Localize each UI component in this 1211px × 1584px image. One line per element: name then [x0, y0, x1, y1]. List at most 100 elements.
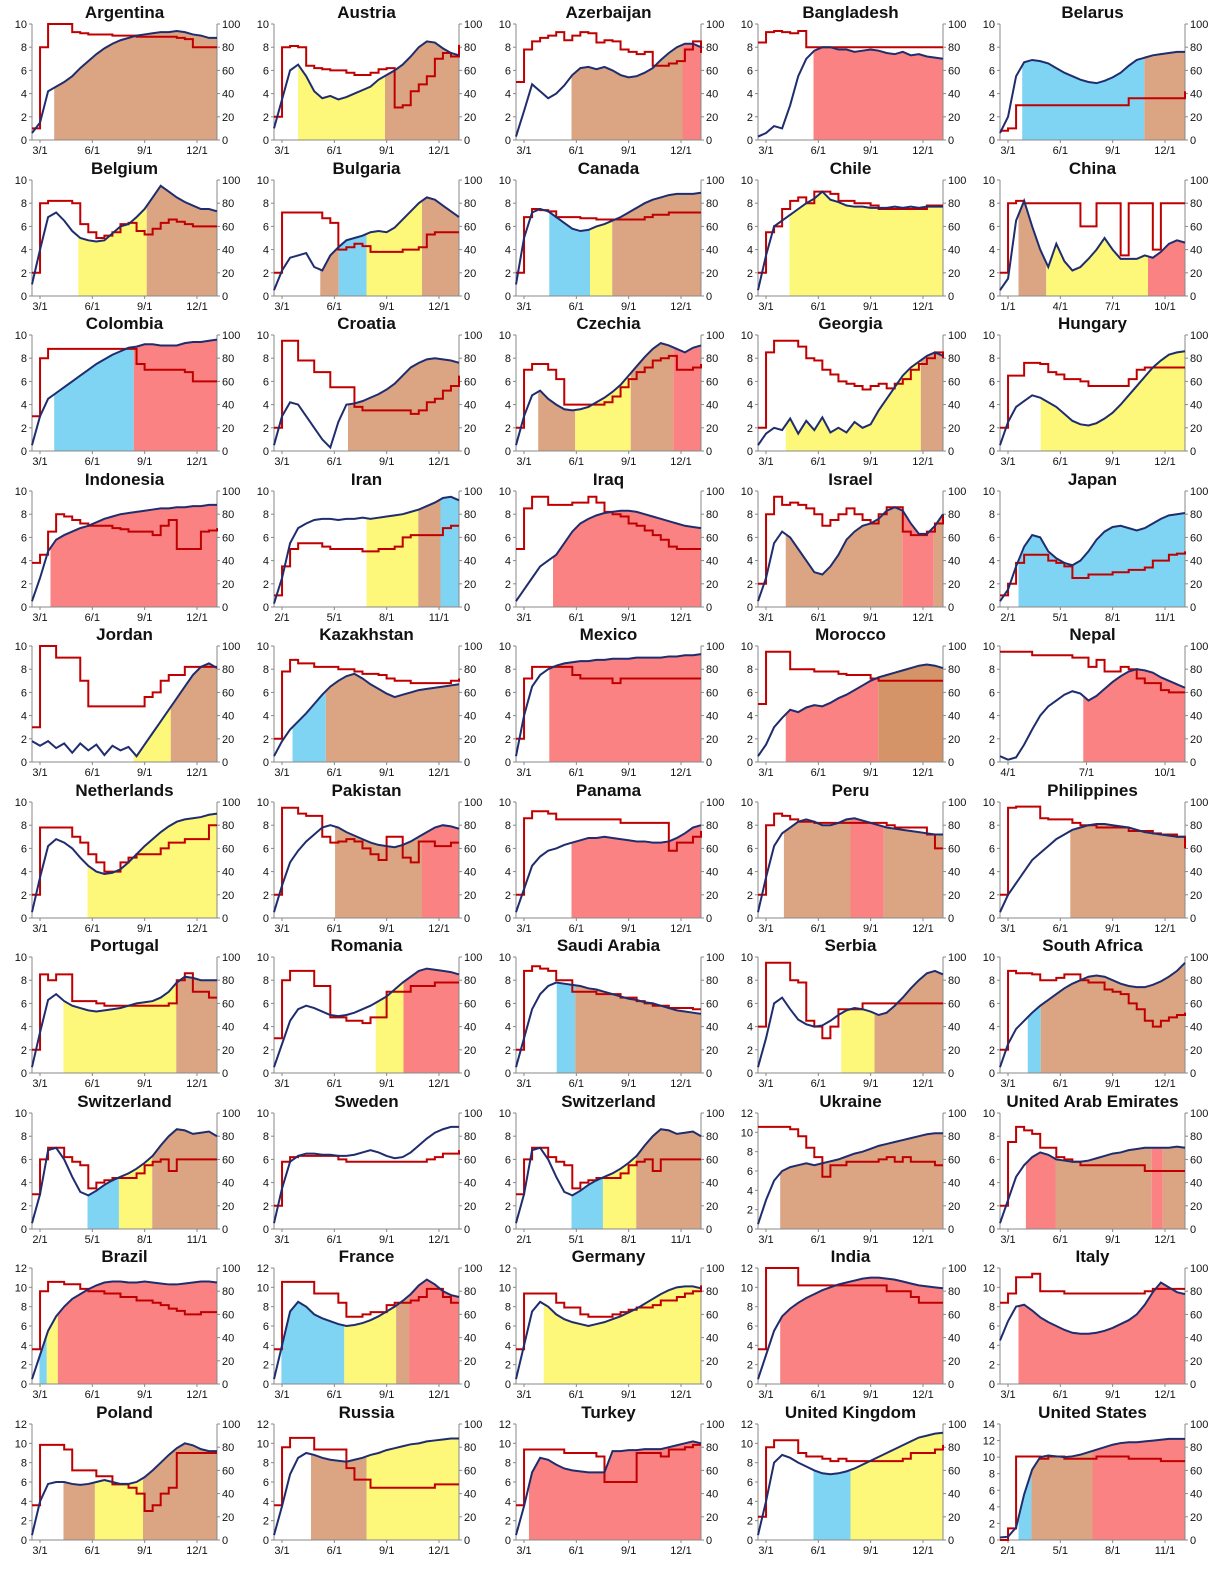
x-tick-label: 6/1 — [1053, 145, 1068, 157]
y-left-tick-label: 4 — [505, 1340, 511, 1352]
region-yellow — [46, 1314, 58, 1384]
chart-title: Switzerland — [561, 1092, 655, 1111]
series-left-line — [999, 668, 1186, 761]
series-right-line — [274, 1436, 459, 1506]
y-right-tick-label: 20 — [222, 889, 234, 901]
x-tick-label: 5/1 — [327, 612, 342, 624]
y-left-tick-label: 10 — [499, 330, 511, 342]
region-brown — [1070, 823, 1185, 918]
y-right-tick-label: 40 — [464, 244, 476, 256]
x-tick-label: 12/1 — [186, 612, 207, 624]
region-brown — [630, 343, 674, 451]
y-left-tick-label: 8 — [505, 975, 511, 987]
y-right-tick-label: 20 — [1190, 423, 1202, 435]
y-right-tick-label: 0 — [1190, 1379, 1196, 1391]
x-tick-label: 9/1 — [379, 767, 394, 779]
y-right-tick-label: 100 — [222, 797, 240, 809]
series-right-line — [516, 31, 702, 83]
x-tick-label: 9/1 — [1105, 923, 1120, 935]
chart-title: Sweden — [334, 1092, 398, 1111]
series-left-line — [757, 969, 944, 1068]
x-tick-label: 3/1 — [516, 301, 531, 313]
region-red — [1025, 1151, 1056, 1229]
y-left-tick-label: 2 — [505, 1045, 511, 1057]
y-right-tick-label: 20 — [222, 423, 234, 435]
x-tick-label: 2/1 — [516, 1234, 531, 1246]
region-brown — [325, 673, 459, 762]
y-left-tick-label: 0 — [747, 446, 753, 458]
y-left-tick-label: 0 — [21, 1379, 27, 1391]
y-right-tick-label: 80 — [706, 353, 718, 365]
y-left-tick-label: 2 — [21, 267, 27, 279]
y-left-tick-label: 4 — [747, 1496, 753, 1508]
y-right-tick-label: 0 — [948, 1535, 954, 1547]
y-left-tick-label: 6 — [21, 998, 27, 1010]
y-left-tick-label: 10 — [499, 1282, 511, 1294]
x-tick-label: 9/1 — [621, 612, 636, 624]
x-tick-label: 9/1 — [137, 1389, 152, 1401]
x-tick-label: 3/1 — [758, 767, 773, 779]
x-tick-label: 6/1 — [327, 1234, 342, 1246]
y-left-tick-label: 2 — [989, 734, 995, 746]
region-brown — [1018, 200, 1047, 296]
y-left-tick-label: 2 — [21, 112, 27, 124]
y-right-tick-label: 100 — [948, 952, 966, 964]
region-red — [50, 504, 217, 607]
y-right-tick-label: 40 — [948, 711, 960, 723]
y-left-tick-label: 10 — [741, 19, 753, 31]
y-left-tick-label: 0 — [989, 446, 995, 458]
y-left-tick-label: 2 — [989, 889, 995, 901]
region-blue — [1018, 1471, 1032, 1540]
region-red — [682, 43, 701, 140]
y-left-tick-label: 8 — [747, 509, 753, 521]
y-left-tick-label: 4 — [505, 89, 511, 101]
x-tick-label: 6/1 — [811, 612, 826, 624]
y-left-tick-label: 12 — [15, 1419, 27, 1431]
chart-svg: 0 2 4 6 8 10 12 0 20 40 60 80 100 3/1 6/1 9/1 12/1 Russia — [257, 1403, 483, 1557]
y-right-tick-label: 100 — [464, 797, 482, 809]
y-left-tick-label: 2 — [21, 1360, 27, 1372]
series-right-line — [32, 512, 218, 564]
y-right-tick-label: 0 — [464, 446, 470, 458]
y-left-tick-label: 6 — [989, 65, 995, 77]
chart-title: Saudi Arabia — [557, 936, 661, 955]
x-tick-label: 9/1 — [379, 1234, 394, 1246]
y-right-tick-label: 80 — [464, 509, 476, 521]
y-left-tick-label: 8 — [21, 975, 27, 987]
y-right-tick-label: 20 — [706, 889, 718, 901]
y-left-tick-label: 0 — [21, 291, 27, 303]
x-tick-label: 12/1 — [186, 1389, 207, 1401]
y-right-tick-label: 40 — [464, 1333, 476, 1345]
y-right-tick-label: 60 — [1190, 532, 1202, 544]
y-left-tick-label: 10 — [15, 19, 27, 31]
region-brown — [783, 818, 851, 918]
series-left-line — [31, 29, 217, 134]
x-tick-label: 12/1 — [428, 767, 449, 779]
y-left-tick-label: 6 — [505, 221, 511, 233]
x-tick-label: 11/1 — [429, 612, 450, 624]
region-blue — [440, 496, 459, 607]
y-left-tick-label: 8 — [263, 975, 269, 987]
region-yellow — [375, 981, 404, 1073]
region-red — [422, 824, 459, 918]
x-tick-label: 3/1 — [758, 1389, 773, 1401]
y-left-tick-label: 0 — [21, 913, 27, 925]
y-left-tick-label: 4 — [747, 1022, 753, 1034]
series-left-line — [757, 351, 944, 446]
y-right-tick-label: 40 — [706, 555, 718, 567]
y-right-tick-label: 60 — [948, 843, 960, 855]
chart-title: Romania — [331, 936, 403, 955]
y-right-tick-label: 0 — [948, 757, 954, 769]
y-right-tick-label: 60 — [464, 998, 476, 1010]
y-left-tick-label: 2 — [263, 1200, 269, 1212]
y-right-tick-label: 100 — [1190, 1108, 1208, 1120]
x-tick-label: 6/1 — [569, 923, 584, 935]
y-left-tick-label: 6 — [21, 1154, 27, 1166]
y-left-tick-label: 8 — [989, 1302, 995, 1314]
y-right-tick-label: 60 — [948, 998, 960, 1010]
x-tick-label: 12/1 — [428, 1545, 449, 1557]
y-left-tick-label: 2 — [989, 112, 995, 124]
x-tick-label: 6/1 — [85, 456, 100, 468]
y-right-tick-label: 20 — [706, 112, 718, 124]
